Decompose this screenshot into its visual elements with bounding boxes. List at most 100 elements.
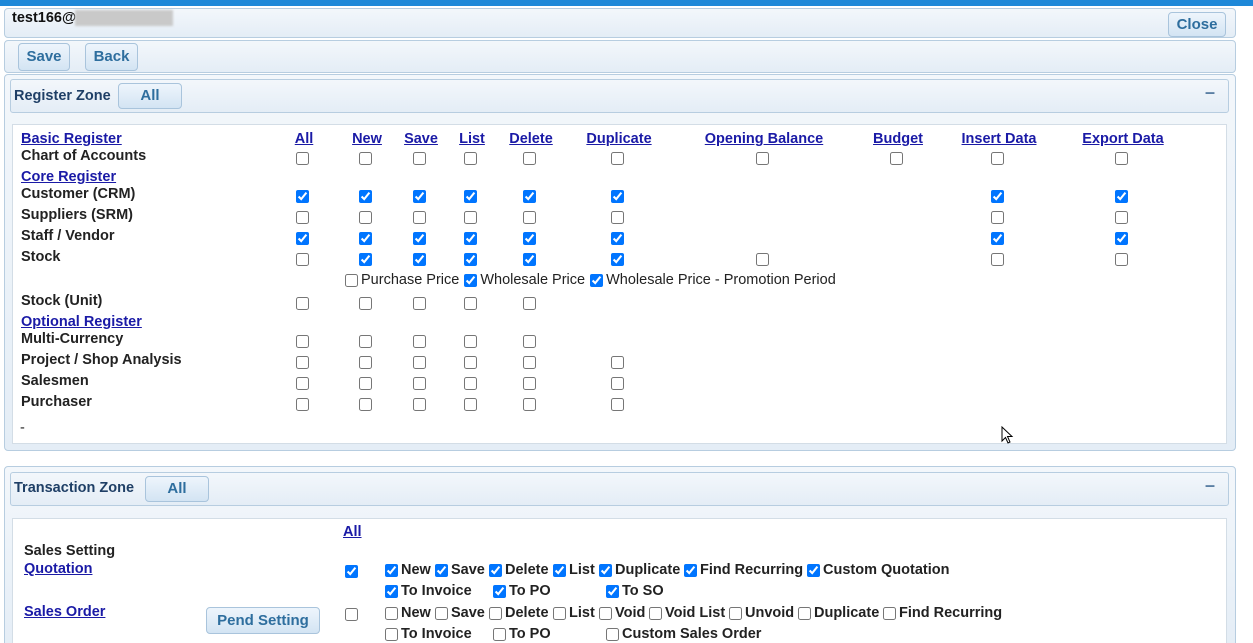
permission-checkbox[interactable]	[295, 252, 309, 266]
permission-checkbox[interactable]	[1114, 189, 1128, 203]
permission-checkbox[interactable]	[358, 210, 372, 224]
permission-checkbox[interactable]	[463, 397, 477, 411]
permission-checkbox[interactable]	[522, 397, 536, 411]
option-checkbox[interactable]	[493, 627, 506, 641]
permission-checkbox[interactable]	[990, 231, 1004, 245]
collapse-icon[interactable]: –	[1205, 82, 1216, 102]
column-heading[interactable]: Save	[404, 131, 438, 147]
option-checkbox[interactable]	[553, 563, 566, 577]
permission-checkbox[interactable]	[522, 334, 536, 348]
column-heading[interactable]: Export Data	[1082, 131, 1164, 147]
permission-checkbox[interactable]	[295, 151, 309, 165]
permission-checkbox[interactable]	[295, 397, 309, 411]
save-button[interactable]: Save	[18, 43, 70, 71]
option-checkbox[interactable]	[489, 563, 502, 577]
permission-checkbox[interactable]	[412, 210, 426, 224]
option-checkbox[interactable]	[590, 273, 604, 287]
permission-checkbox[interactable]	[358, 355, 372, 369]
permission-checkbox[interactable]	[755, 252, 769, 266]
permission-checkbox[interactable]	[755, 151, 769, 165]
option-checkbox[interactable]	[798, 606, 811, 620]
option-checkbox[interactable]	[385, 563, 398, 577]
permission-checkbox[interactable]	[990, 151, 1004, 165]
permission-checkbox[interactable]	[610, 355, 624, 369]
permission-checkbox[interactable]	[1114, 151, 1128, 165]
row-checkbox[interactable]	[344, 564, 358, 578]
column-heading[interactable]: Insert Data	[961, 131, 1037, 147]
permission-checkbox[interactable]	[412, 397, 426, 411]
group-heading[interactable]: Basic Register	[21, 131, 122, 147]
column-heading[interactable]: All	[294, 131, 314, 147]
all-link[interactable]: All	[343, 524, 362, 540]
permission-checkbox[interactable]	[522, 231, 536, 245]
option-checkbox[interactable]	[553, 606, 566, 620]
column-heading[interactable]: List	[459, 131, 485, 147]
permission-checkbox[interactable]	[412, 231, 426, 245]
option-checkbox[interactable]	[435, 563, 448, 577]
transaction-link[interactable]: Quotation	[24, 561, 93, 577]
column-heading[interactable]: Budget	[873, 131, 923, 147]
permission-checkbox[interactable]	[463, 355, 477, 369]
option-checkbox[interactable]	[385, 584, 398, 598]
permission-checkbox[interactable]	[522, 189, 536, 203]
column-heading[interactable]: Delete	[509, 131, 553, 147]
permission-checkbox[interactable]	[295, 210, 309, 224]
option-checkbox[interactable]	[489, 606, 502, 620]
option-checkbox[interactable]	[599, 563, 612, 577]
permission-checkbox[interactable]	[412, 334, 426, 348]
permission-checkbox[interactable]	[358, 252, 372, 266]
permission-checkbox[interactable]	[295, 355, 309, 369]
permission-checkbox[interactable]	[295, 376, 309, 390]
permission-checkbox[interactable]	[990, 252, 1004, 266]
group-heading[interactable]: Optional Register	[21, 314, 142, 330]
permission-checkbox[interactable]	[610, 397, 624, 411]
permission-checkbox[interactable]	[463, 151, 477, 165]
permission-checkbox[interactable]	[990, 210, 1004, 224]
permission-checkbox[interactable]	[358, 334, 372, 348]
permission-checkbox[interactable]	[295, 296, 309, 310]
permission-checkbox[interactable]	[522, 296, 536, 310]
option-checkbox[interactable]	[464, 273, 478, 287]
option-checkbox[interactable]	[435, 606, 448, 620]
column-heading[interactable]: Duplicate	[586, 131, 652, 147]
column-heading[interactable]: New	[352, 131, 382, 147]
permission-checkbox[interactable]	[295, 189, 309, 203]
permission-checkbox[interactable]	[412, 252, 426, 266]
permission-checkbox[interactable]	[358, 151, 372, 165]
permission-checkbox[interactable]	[412, 151, 426, 165]
permission-checkbox[interactable]	[610, 151, 624, 165]
permission-checkbox[interactable]	[412, 189, 426, 203]
permission-checkbox[interactable]	[522, 252, 536, 266]
all-button[interactable]: All	[145, 476, 209, 502]
permission-checkbox[interactable]	[1114, 231, 1128, 245]
permission-checkbox[interactable]	[358, 189, 372, 203]
permission-checkbox[interactable]	[412, 376, 426, 390]
option-checkbox[interactable]	[385, 606, 398, 620]
option-checkbox[interactable]	[345, 273, 358, 287]
permission-checkbox[interactable]	[610, 252, 624, 266]
permission-checkbox[interactable]	[522, 210, 536, 224]
collapse-icon[interactable]: –	[1205, 475, 1216, 495]
permission-checkbox[interactable]	[522, 376, 536, 390]
option-checkbox[interactable]	[599, 606, 612, 620]
row-checkbox[interactable]	[344, 607, 358, 621]
permission-checkbox[interactable]	[889, 151, 903, 165]
permission-checkbox[interactable]	[358, 296, 372, 310]
permission-checkbox[interactable]	[610, 231, 624, 245]
permission-checkbox[interactable]	[1114, 252, 1128, 266]
pend-setting-button[interactable]: Pend Setting	[206, 607, 320, 634]
permission-checkbox[interactable]	[610, 376, 624, 390]
transaction-link[interactable]: Sales Order	[24, 604, 106, 620]
permission-checkbox[interactable]	[463, 252, 477, 266]
permission-checkbox[interactable]	[463, 231, 477, 245]
permission-checkbox[interactable]	[358, 231, 372, 245]
back-button[interactable]: Back	[85, 43, 138, 71]
permission-checkbox[interactable]	[295, 231, 309, 245]
all-button[interactable]: All	[118, 83, 182, 109]
permission-checkbox[interactable]	[463, 334, 477, 348]
option-checkbox[interactable]	[684, 563, 697, 577]
option-checkbox[interactable]	[883, 606, 896, 620]
permission-checkbox[interactable]	[412, 355, 426, 369]
permission-checkbox[interactable]	[522, 355, 536, 369]
permission-checkbox[interactable]	[412, 296, 426, 310]
